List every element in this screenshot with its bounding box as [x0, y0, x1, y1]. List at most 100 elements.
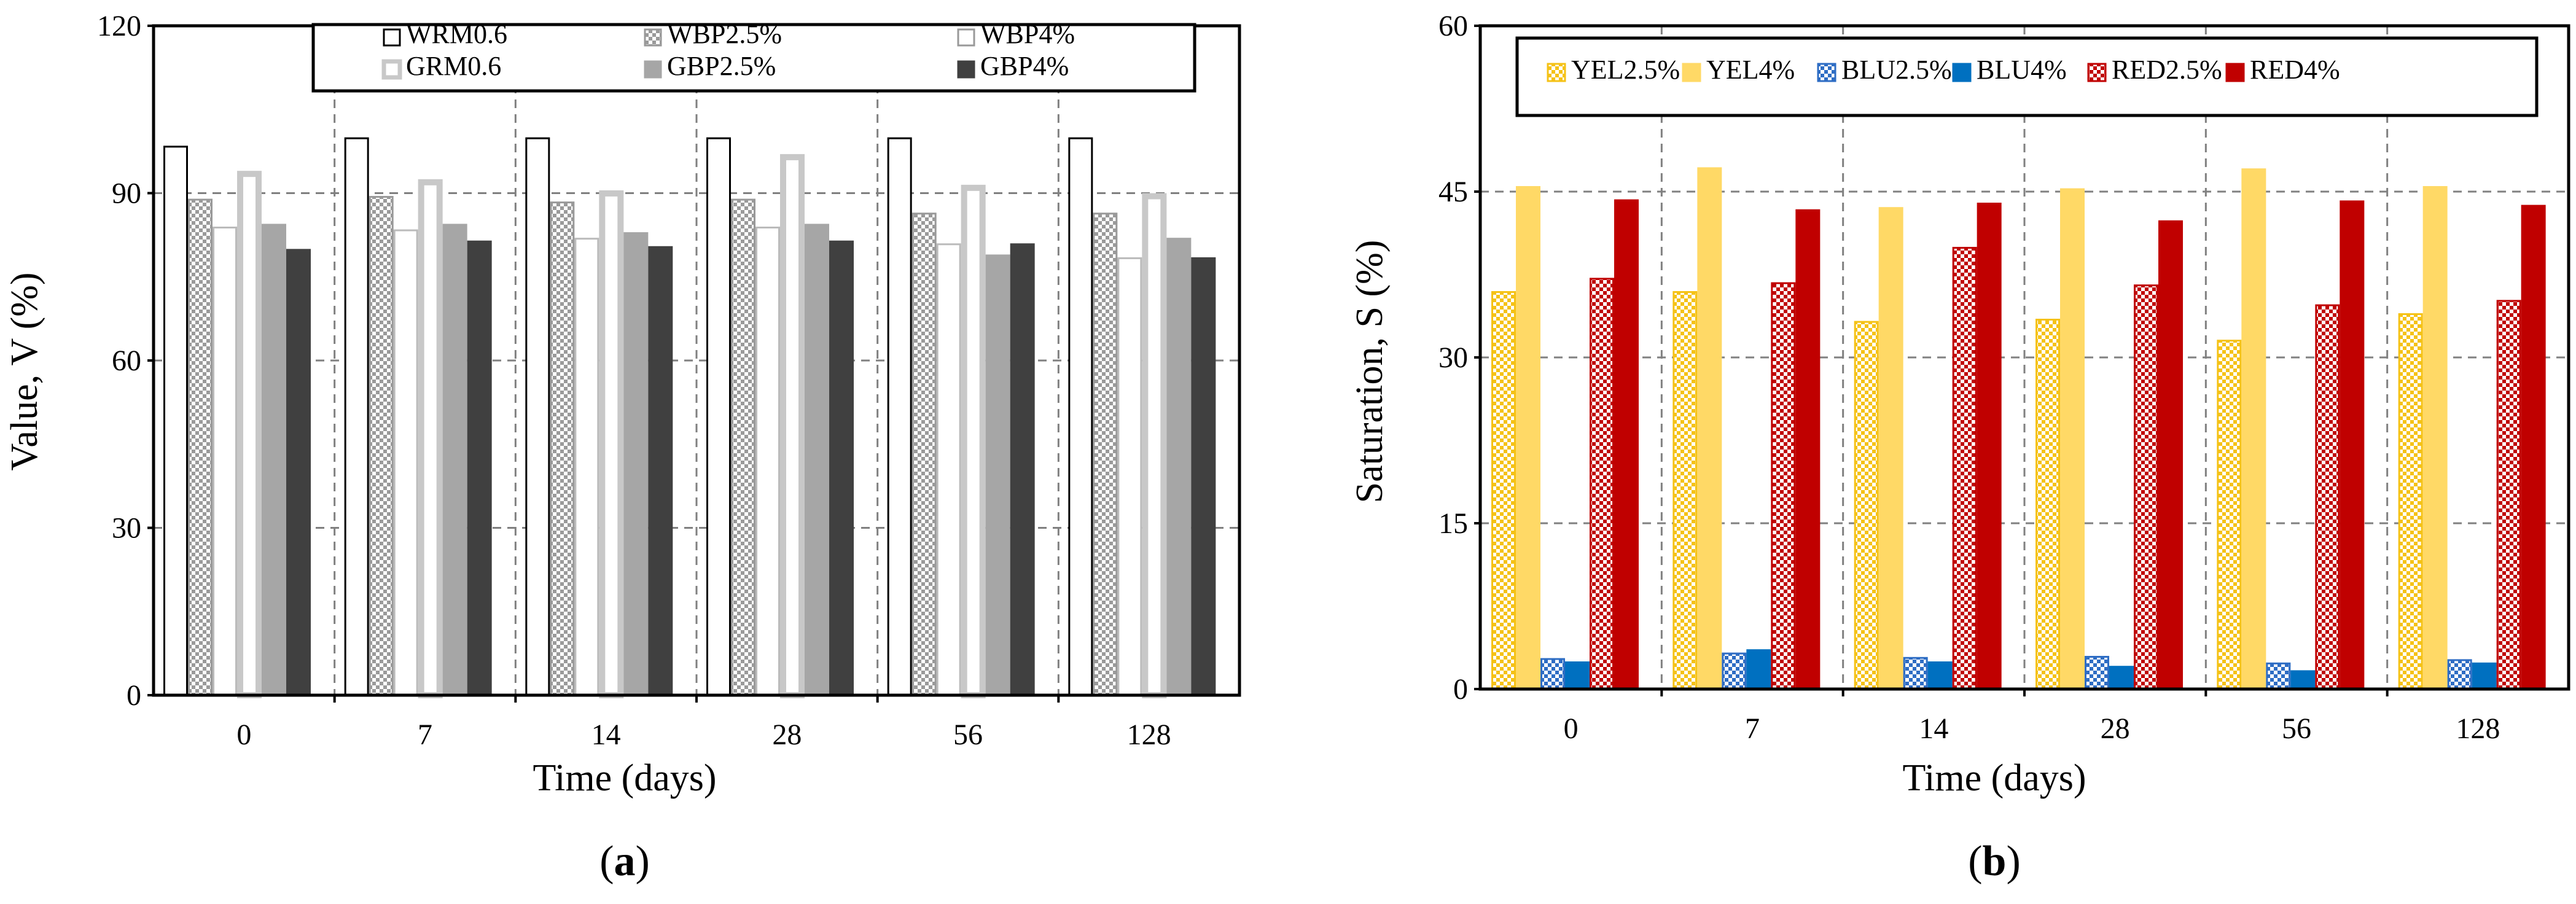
bar-grm0-6-day-128 — [1142, 193, 1167, 698]
bar-wbp2-5-day-14 — [550, 201, 575, 696]
bar-yel4-day-28 — [2060, 188, 2085, 690]
bars-b — [1491, 167, 2546, 690]
y-tick-label: 30 — [112, 512, 141, 545]
x-tick-label-128: 128 — [1127, 719, 1171, 751]
legend-swatch-blu2-5 — [1817, 63, 1836, 82]
bar-yel2-5-day-56 — [2217, 340, 2242, 690]
legend-a: WRM0.6 WBP2.5% WBP4% GRM0.6 GBP2.5% GBP4% — [311, 19, 1196, 93]
x-tick-label-56: 56 — [2282, 712, 2311, 745]
legend-swatch-wrm0-6 — [383, 28, 401, 47]
x-tick-label-14: 14 — [1919, 712, 1948, 745]
legend-label-yel2-5: YEL2.5% — [1571, 55, 1680, 85]
bar-yel4-day-128 — [2422, 186, 2448, 690]
bar-gbp4-day-0 — [286, 249, 311, 696]
bar-grm0-6-day-56 — [961, 184, 986, 698]
bar-red4-day-0 — [1614, 199, 1639, 690]
bar-gbp4-day-128 — [1191, 257, 1216, 696]
bar-wrm0-6-day-7 — [344, 137, 369, 696]
bar-yel4-day-7 — [1697, 167, 1722, 690]
legend-label-grm0-6: GRM0.6 — [406, 51, 501, 81]
bar-yel2-5-day-128 — [2398, 313, 2423, 690]
legend-swatch-blu4 — [1952, 63, 1972, 82]
bar-gbp4-day-28 — [829, 240, 854, 696]
x-tick-label-0: 0 — [1564, 712, 1579, 745]
bar-blu2-5-day-128 — [2447, 659, 2472, 690]
bar-red4-day-7 — [1795, 209, 1821, 690]
panel-label-a: (a) — [599, 838, 650, 885]
y-axis-label-a: Value, V (%) — [4, 272, 45, 470]
legend-label-wrm0-6: WRM0.6 — [406, 19, 507, 49]
bar-blu2-5-day-0 — [1540, 658, 1565, 690]
bar-wbp2-5-day-56 — [911, 212, 937, 696]
bar-wrm0-6-day-28 — [706, 137, 731, 696]
y-tick-label: 0 — [127, 679, 141, 712]
bar-red2-5-day-28 — [2134, 284, 2158, 690]
x-axis-label-a: Time (days) — [533, 757, 716, 799]
bar-yel2-5-day-0 — [1491, 291, 1516, 690]
legend-swatch-grm0-6 — [381, 59, 402, 80]
ticks-b: 0 15 30 45 60 0 7 14 28 56 128 — [1438, 10, 2500, 745]
bar-red2-5-day-14 — [1952, 247, 1977, 690]
bar-gbp2-5-day-56 — [985, 254, 1010, 696]
bar-wrm0-6-day-128 — [1068, 137, 1093, 696]
x-tick-label-28: 28 — [772, 719, 802, 751]
y-tick-label: 60 — [112, 345, 141, 377]
chart-panel-b: 0 15 30 45 60 0 7 14 28 56 128 Saturation, S (%) T… — [1349, 10, 2570, 885]
legend-label-gbp2-5: GBP2.5% — [667, 51, 776, 81]
grid-b — [1480, 26, 2569, 689]
bar-wbp2-5-day-7 — [369, 196, 394, 696]
y-tick-label: 30 — [1438, 341, 1468, 374]
bar-blu2-5-day-56 — [2266, 662, 2291, 690]
y-tick-label: 15 — [1438, 507, 1468, 540]
legend-b: YEL2.5% YEL4% BLU2.5% BLU4% RED2.5% RED4% — [1515, 36, 2539, 117]
grid-a — [154, 26, 1239, 695]
bar-blu4-day-7 — [1746, 649, 1771, 690]
bar-gbp2-5-day-7 — [442, 224, 467, 696]
legend-label-blu4: BLU4% — [1977, 55, 2067, 85]
y-tick-label: 0 — [1453, 673, 1468, 706]
legend-label-wbp2-5: WBP2.5% — [667, 19, 782, 49]
x-tick-label-14: 14 — [591, 719, 621, 751]
legend-swatch-gbp4 — [957, 60, 975, 79]
bar-red2-5-day-7 — [1771, 282, 1796, 690]
bar-wbp2-5-day-0 — [188, 198, 213, 696]
ticks-a: 0 30 60 90 120 0 7 14 28 56 128 — [97, 10, 1171, 751]
legend-label-blu2-5: BLU2.5% — [1841, 55, 1952, 85]
bar-wbp2-5-day-28 — [731, 198, 755, 696]
bar-gbp4-day-7 — [467, 240, 492, 696]
x-tick-label-128: 128 — [2456, 712, 2500, 745]
bar-yel4-day-14 — [1878, 207, 1903, 690]
bar-wbp4-day-128 — [1117, 257, 1142, 696]
y-tick-label: 60 — [1438, 10, 1468, 42]
legend-box — [311, 23, 1196, 93]
legend-swatch-red4 — [2225, 63, 2245, 82]
bar-blu4-day-56 — [2290, 670, 2316, 690]
y-tick-label: 120 — [97, 10, 141, 42]
bar-gbp2-5-day-28 — [805, 224, 829, 696]
bar-yel2-5-day-7 — [1672, 291, 1698, 690]
bar-wbp4-day-0 — [213, 227, 237, 696]
bar-grm0-6-day-14 — [599, 190, 624, 699]
bar-grm0-6-day-7 — [418, 179, 443, 698]
bar-blu4-day-128 — [2472, 662, 2497, 690]
y-tick-label: 45 — [1438, 176, 1468, 208]
bar-yel2-5-day-28 — [2035, 319, 2060, 690]
bar-blu2-5-day-7 — [1722, 652, 1747, 690]
bar-red2-5-day-56 — [2315, 304, 2340, 690]
x-tick-label-28: 28 — [2101, 712, 2130, 745]
bar-wrm0-6-day-14 — [525, 137, 550, 696]
legend-swatch-yel2-5 — [1547, 63, 1566, 82]
bar-red4-day-14 — [1977, 203, 2002, 690]
bar-grm0-6-day-0 — [237, 171, 262, 698]
legend-label-wbp4: WBP4% — [980, 19, 1075, 49]
svg-text:(b): (b) — [1968, 838, 2021, 885]
bar-red2-5-day-128 — [2496, 300, 2521, 690]
bar-gbp4-day-56 — [1010, 243, 1035, 696]
bar-yel4-day-0 — [1516, 186, 1540, 690]
bars-a — [163, 137, 1216, 699]
bar-blu4-day-0 — [1565, 661, 1590, 690]
bar-wrm0-6-day-0 — [163, 146, 188, 696]
bar-wrm0-6-day-56 — [887, 137, 912, 696]
bar-wbp4-day-14 — [574, 238, 599, 696]
